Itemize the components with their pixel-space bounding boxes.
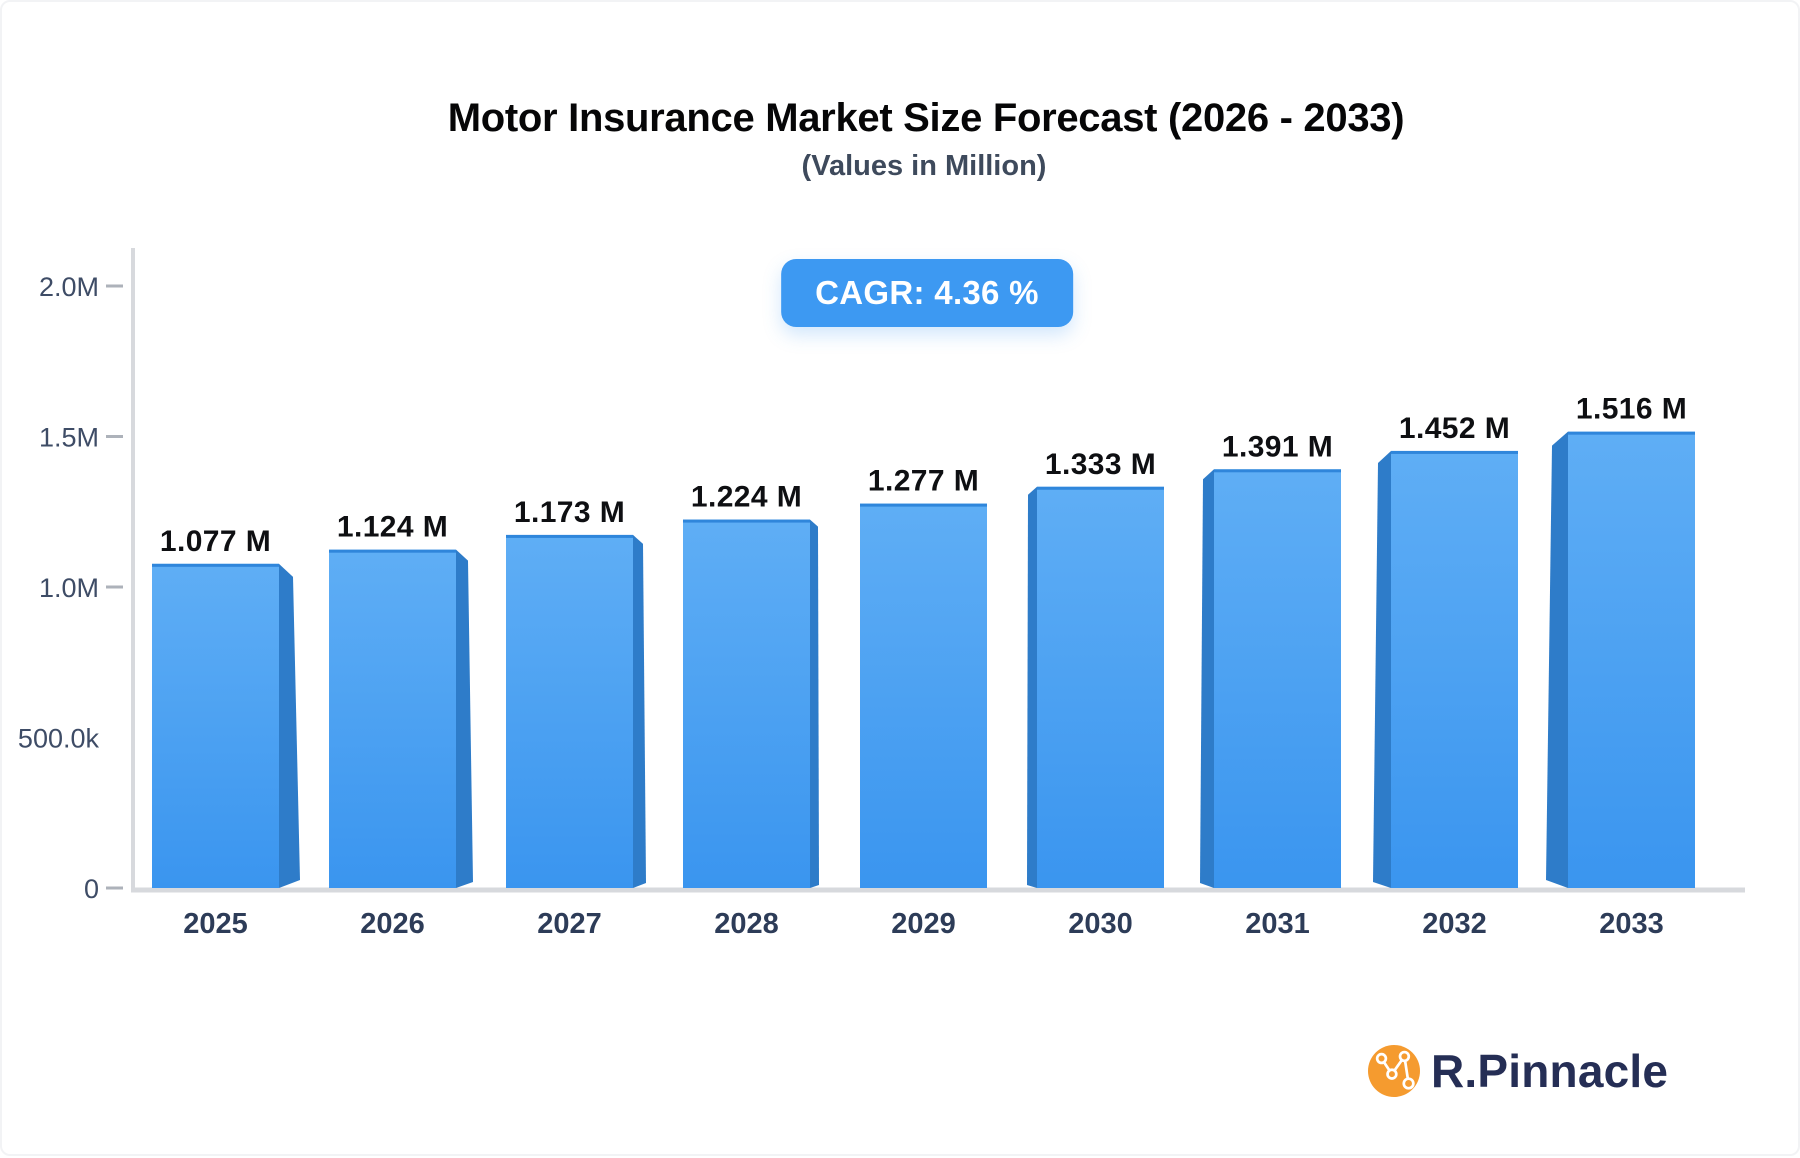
x-axis-label: 2030	[1068, 908, 1133, 940]
bar-top-edge	[1568, 431, 1695, 435]
network-graph-icon	[1368, 1045, 1420, 1097]
bar-top-edge	[152, 563, 279, 567]
bar-2026: 1.124 M 2026	[329, 511, 473, 940]
bar-2031: 1.391 M 2031	[1200, 430, 1341, 940]
bar-2032: 1.452 M 2032	[1373, 412, 1518, 940]
bar-side-face	[456, 549, 473, 888]
bar-front-face	[860, 503, 987, 888]
x-axis-label: 2028	[714, 908, 779, 940]
bar-front-face	[683, 519, 810, 888]
bar-top-edge	[506, 534, 633, 538]
x-axis-label: 2029	[891, 908, 956, 940]
cagr-badge: CAGR: 4.36 %	[781, 259, 1073, 327]
y-tick-label: 500.0k	[18, 724, 100, 754]
bar-value-label: 1.333 M	[1045, 448, 1156, 481]
bar-top-edge	[1214, 469, 1341, 473]
bar-side-face	[810, 519, 819, 888]
brand-name: R.Pinnacle	[1431, 1045, 1669, 1097]
x-axis-label: 2026	[360, 908, 425, 940]
x-axis-label: 2033	[1599, 908, 1664, 940]
bar-value-label: 1.452 M	[1399, 412, 1510, 445]
bar-side-face	[1027, 486, 1037, 888]
bar-side-face	[279, 563, 300, 888]
bar-2027: 1.173 M 2027	[506, 496, 646, 940]
bar-top-edge	[329, 549, 456, 553]
bar-value-label: 1.391 M	[1222, 430, 1333, 463]
y-tick-label: 0	[84, 874, 99, 904]
bar-value-label: 1.077 M	[160, 525, 271, 558]
bar-front-face	[506, 534, 633, 888]
bar-2033: 1.516 M 2033	[1546, 393, 1695, 940]
y-tick-label: 1.0M	[39, 573, 99, 603]
bar-top-edge	[683, 519, 810, 523]
bar-2028: 1.224 M 2028	[683, 481, 819, 940]
x-axis-label: 2027	[537, 908, 602, 940]
bar-top-edge	[1037, 486, 1164, 490]
bar-side-face	[1373, 450, 1391, 888]
x-axis-label: 2025	[183, 908, 248, 940]
bar-2029: 1.277 M 2029	[860, 465, 987, 940]
bar-front-face	[329, 549, 456, 888]
bar-value-label: 1.224 M	[691, 481, 802, 514]
bar-side-face	[633, 534, 646, 888]
bar-value-label: 1.277 M	[868, 465, 979, 498]
chart-title: Motor Insurance Market Size Forecast (20…	[447, 96, 1405, 140]
bar-value-label: 1.516 M	[1576, 393, 1687, 426]
bar-2030: 1.333 M 2030	[1027, 448, 1164, 940]
bar-front-face	[1391, 450, 1518, 888]
bar-2025: 1.077 M 2025	[152, 525, 300, 940]
bar-top-edge	[1391, 450, 1518, 454]
chart-subtitle: (Values in Million)	[801, 150, 1047, 182]
bar-front-face	[1037, 486, 1164, 888]
bar-value-label: 1.124 M	[337, 511, 448, 544]
bar-front-face	[1568, 431, 1695, 888]
bar-front-face	[1214, 469, 1341, 888]
x-axis-label: 2031	[1245, 908, 1310, 940]
bar-side-face	[1200, 469, 1214, 888]
x-axis-label: 2032	[1422, 908, 1487, 940]
bar-value-label: 1.173 M	[514, 496, 625, 529]
bar-front-face	[152, 563, 279, 888]
brand-logo: R.Pinnacle	[1368, 1044, 1668, 1098]
bar-top-edge	[860, 503, 987, 507]
y-tick-label: 2.0M	[39, 272, 99, 302]
bar-side-face	[1546, 431, 1568, 888]
y-tick-label: 1.5M	[39, 423, 99, 453]
